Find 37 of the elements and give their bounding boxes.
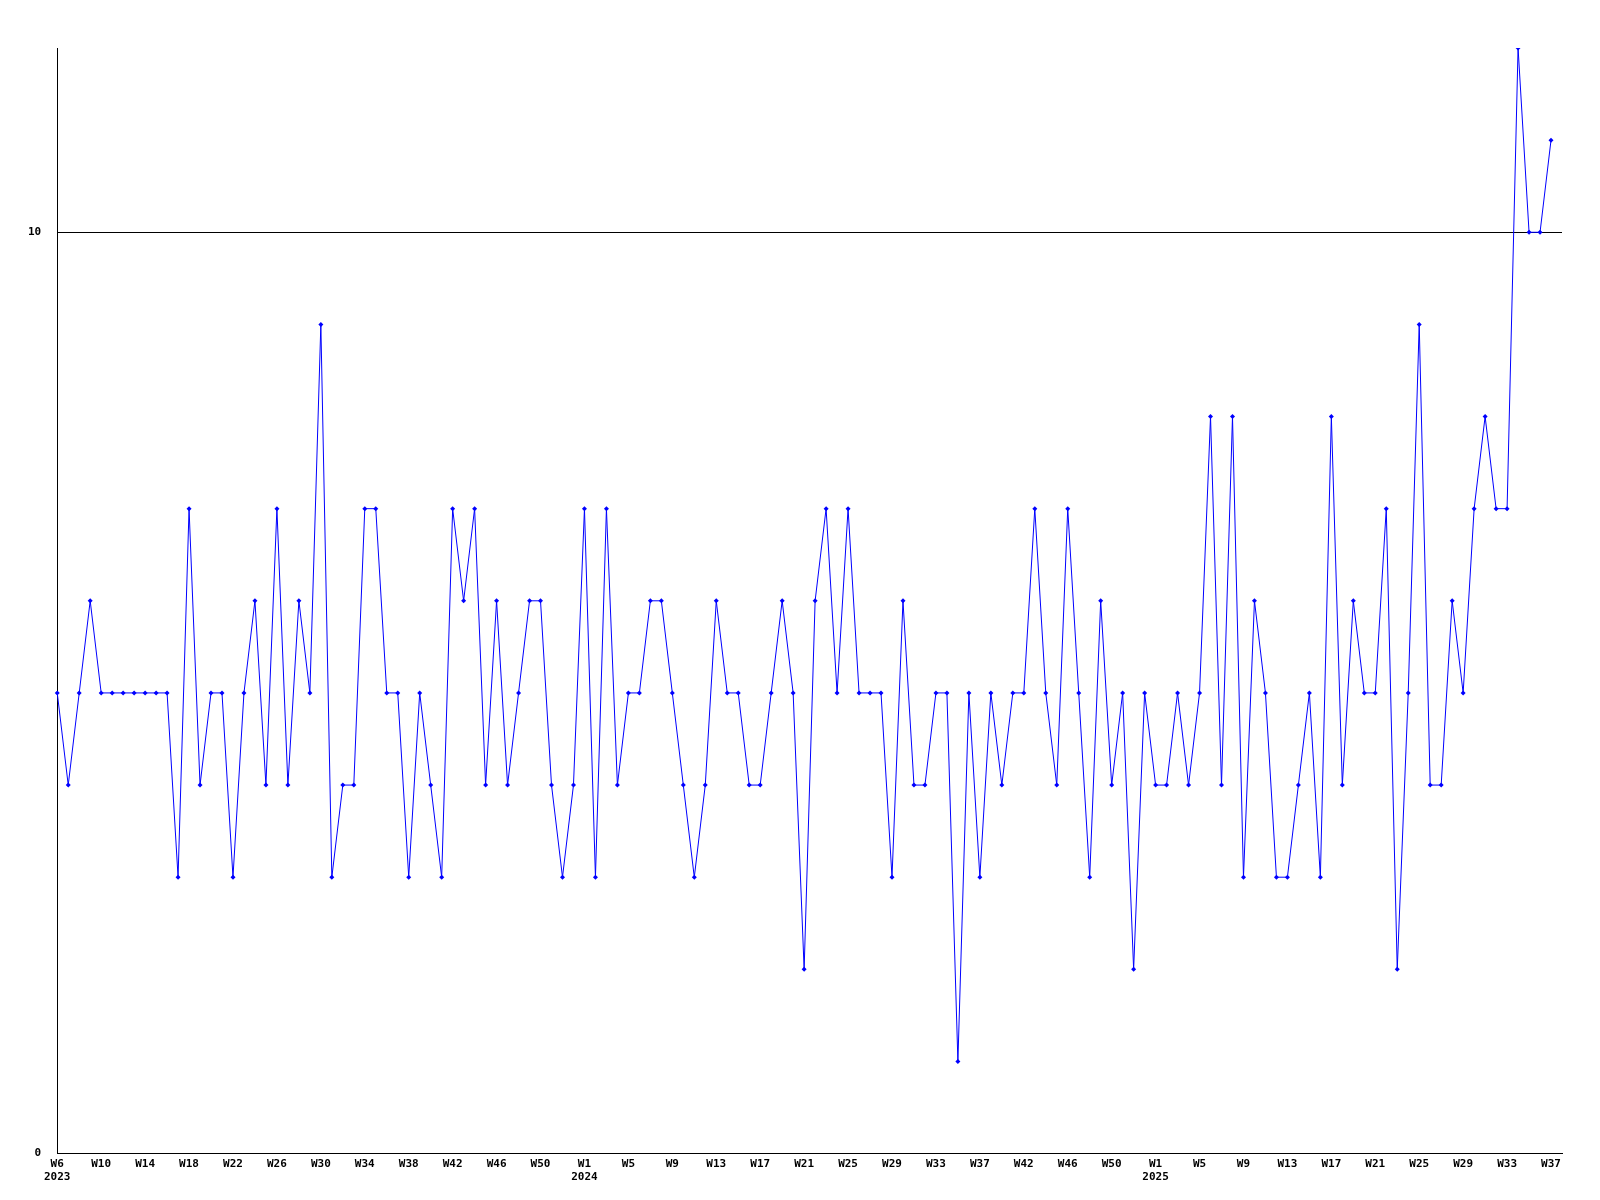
- x-tick-label: W5: [621, 1157, 636, 1171]
- x-tick-label: W10: [91, 1157, 112, 1171]
- x-tick-label: W38: [398, 1157, 419, 1171]
- x-tick-label: W13: [1277, 1157, 1298, 1171]
- x-tick-label: W46: [486, 1157, 507, 1171]
- x-tick-label: W29: [882, 1157, 902, 1171]
- x-tick-label: W37: [1541, 1157, 1561, 1171]
- x-tick-label: W26: [266, 1157, 288, 1171]
- x-tick-label: W1 2025: [1142, 1157, 1169, 1184]
- x-tick-label: W50: [530, 1157, 551, 1171]
- x-tick-label: W21: [1365, 1157, 1386, 1171]
- x-tick-label: W30: [310, 1157, 331, 1171]
- x-tick-label: W9: [665, 1157, 679, 1171]
- y-tick-label: 10: [28, 225, 42, 239]
- x-tick-label: W21: [794, 1157, 815, 1171]
- x-tick-label: W37: [969, 1157, 990, 1171]
- x-tick-label: W29: [1453, 1157, 1474, 1171]
- x-tick-label: W1 2024: [571, 1157, 599, 1184]
- x-tick-label: W9: [1236, 1157, 1251, 1171]
- x-tick-label: W13: [706, 1157, 727, 1171]
- x-tick-label: W6 2023: [44, 1157, 71, 1184]
- x-tick-label: W5: [1192, 1157, 1207, 1171]
- x-tick-label: W50: [1101, 1157, 1122, 1171]
- x-tick-label: W25: [838, 1157, 858, 1171]
- x-tick-label: W22: [223, 1157, 243, 1171]
- x-tick-label: W33: [1497, 1157, 1518, 1171]
- y-tick-label: 0: [34, 1146, 42, 1160]
- x-tick-label: W46: [1057, 1157, 1079, 1171]
- x-tick-label: W42: [1013, 1157, 1034, 1171]
- x-tick-label: W14: [135, 1157, 156, 1171]
- x-tick-label: W34: [354, 1157, 376, 1171]
- x-tick-label: W25: [1409, 1157, 1430, 1171]
- x-tick-label: W42: [442, 1157, 463, 1171]
- x-tick-label: W18: [179, 1157, 199, 1171]
- x-tick-label: W17: [1321, 1157, 1342, 1171]
- x-tick-label: W17: [750, 1157, 771, 1171]
- x-tick-label: W33: [926, 1157, 946, 1171]
